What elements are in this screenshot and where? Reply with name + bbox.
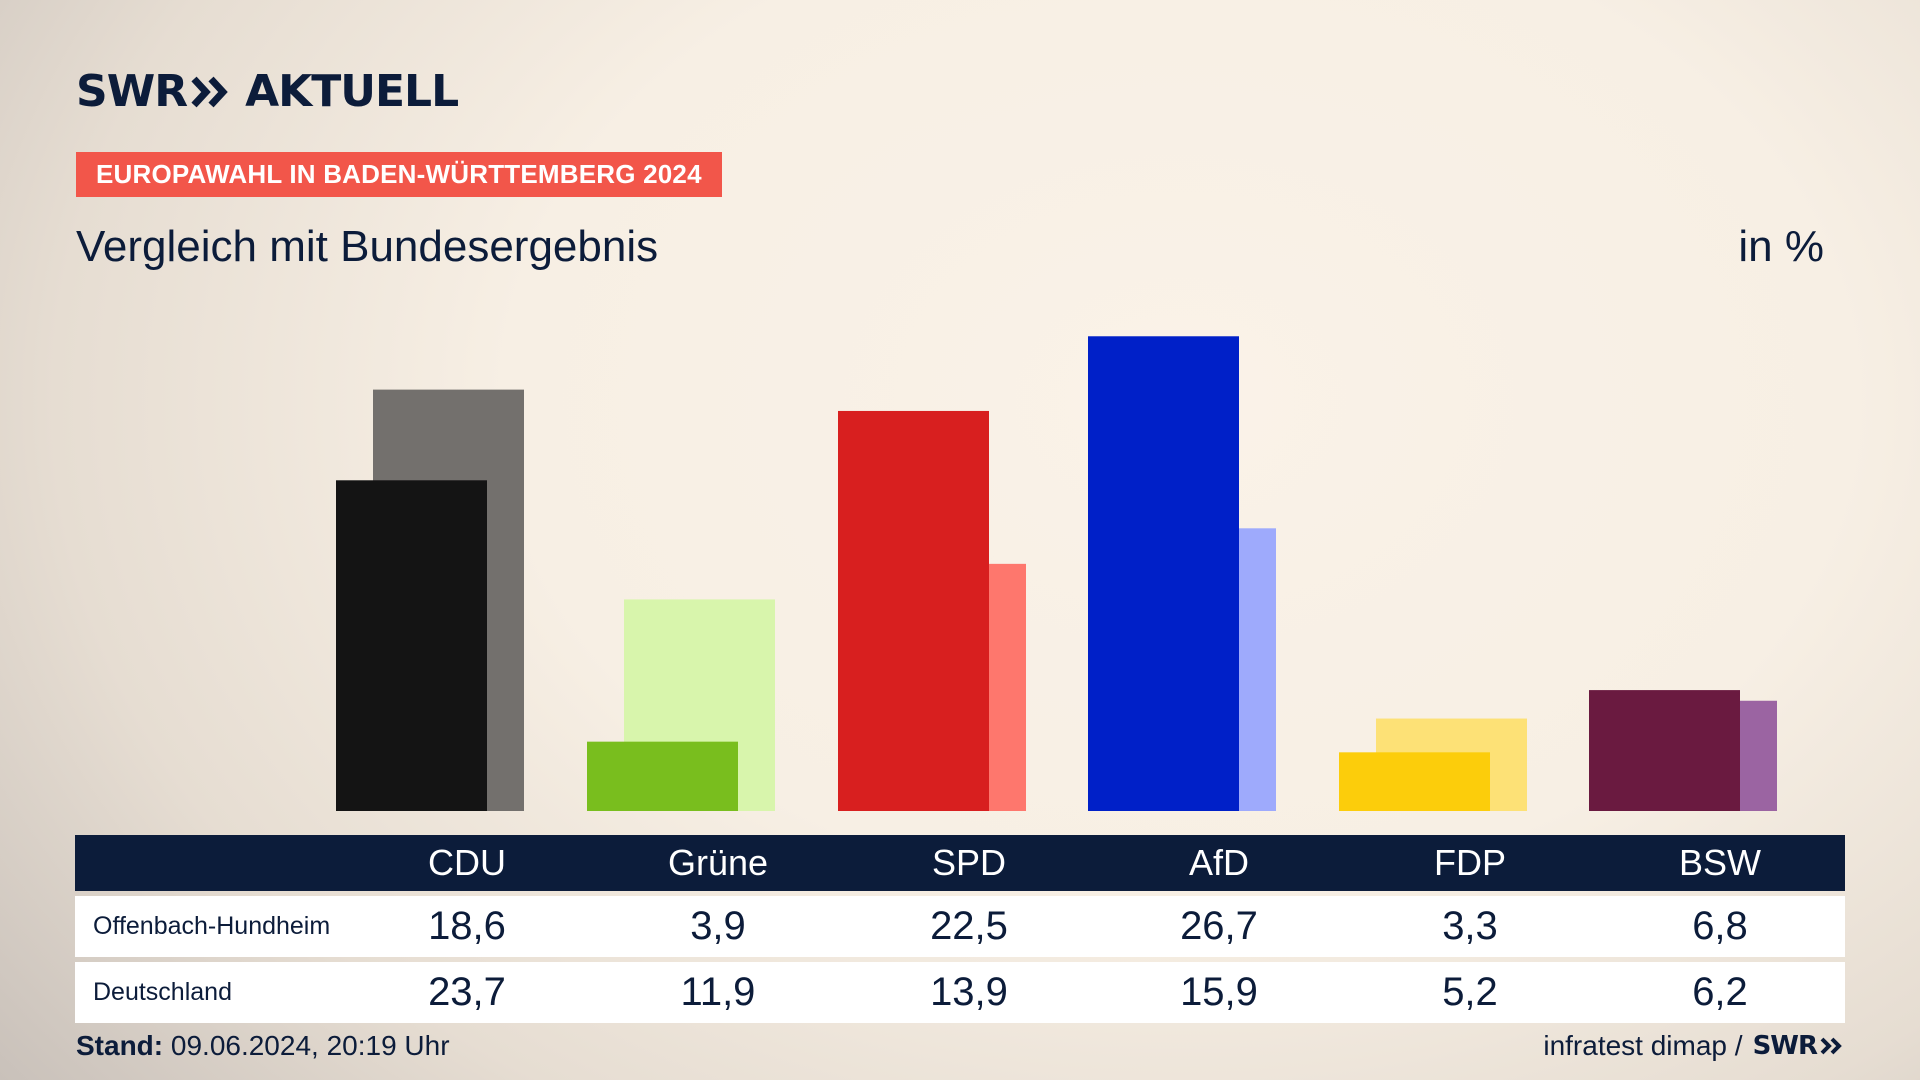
table-row-national: Deutschland 23,7 11,9 13,9 15,9 5,2 6,2 — [75, 962, 1845, 1023]
bar-local-4 — [1339, 752, 1490, 811]
local-value-2: 22,5 — [930, 904, 1008, 948]
row-label-local: Offenbach-Hundheim — [93, 912, 331, 940]
logo-swr-text: SWR — [76, 66, 188, 117]
local-value-0: 18,6 — [428, 904, 506, 948]
party-label-4: FDP — [1434, 842, 1506, 883]
national-value-4: 5,2 — [1442, 970, 1498, 1014]
bar-local-3 — [1088, 336, 1239, 811]
local-value-5: 6,8 — [1692, 904, 1748, 948]
national-value-2: 13,9 — [930, 970, 1008, 1014]
row-label-national: Deutschland — [93, 978, 232, 1006]
stand-value: 09.06.2024, 20:19 Uhr — [170, 1030, 450, 1061]
local-value-3: 26,7 — [1180, 904, 1258, 948]
party-header-row: CDU Grüne SPD AfD FDP BSW — [75, 835, 1845, 891]
national-value-1: 11,9 — [680, 970, 756, 1014]
party-label-0: CDU — [428, 842, 506, 883]
stand-label: Stand: — [76, 1030, 164, 1061]
party-label-3: AfD — [1188, 842, 1249, 883]
logo-aktuell-text: AKTUELL — [245, 66, 459, 117]
swr-mini-logo: SWR — [1752, 1031, 1818, 1061]
results-table: CDU Grüne SPD AfD FDP BSW Offenbach-Hundheim … — [75, 835, 1845, 1023]
national-value-5: 6,2 — [1692, 970, 1748, 1014]
unit-label: in % — [1738, 222, 1824, 271]
national-value-3: 15,9 — [1180, 970, 1258, 1014]
bar-local-5 — [1589, 690, 1740, 811]
bar-local-1 — [587, 741, 738, 811]
local-value-1: 3,9 — [690, 904, 746, 948]
double-chevron-icon — [191, 76, 228, 108]
chart-subtitle: Vergleich mit Bundesergebnis — [76, 222, 659, 271]
national-value-0: 23,7 — [428, 970, 506, 1014]
double-chevron-icon — [1820, 1037, 1842, 1055]
bar-local-0 — [336, 480, 487, 811]
bar-local-2 — [838, 410, 989, 811]
table-row-local: Offenbach-Hundheim 18,6 3,9 22,5 26,7 3,3 6,8 — [75, 896, 1845, 957]
swr-aktuell-logo: SWR AKTUELL — [76, 66, 459, 117]
local-value-4: 3,3 — [1442, 904, 1498, 948]
timestamp: Stand: 09.06.2024, 20:19 Uhr — [76, 1030, 450, 1062]
party-label-2: SPD — [931, 842, 1007, 883]
party-label-1: Grüne — [667, 842, 769, 883]
election-tag: EUROPAWAHL IN BADEN-WÜRTTEMBERG 2024 — [76, 152, 722, 197]
source-text: infratest dimap / — [1543, 1030, 1743, 1061]
source-credit: infratest dimap / SWR — [1543, 1030, 1844, 1062]
party-label-5: BSW — [1678, 842, 1761, 883]
